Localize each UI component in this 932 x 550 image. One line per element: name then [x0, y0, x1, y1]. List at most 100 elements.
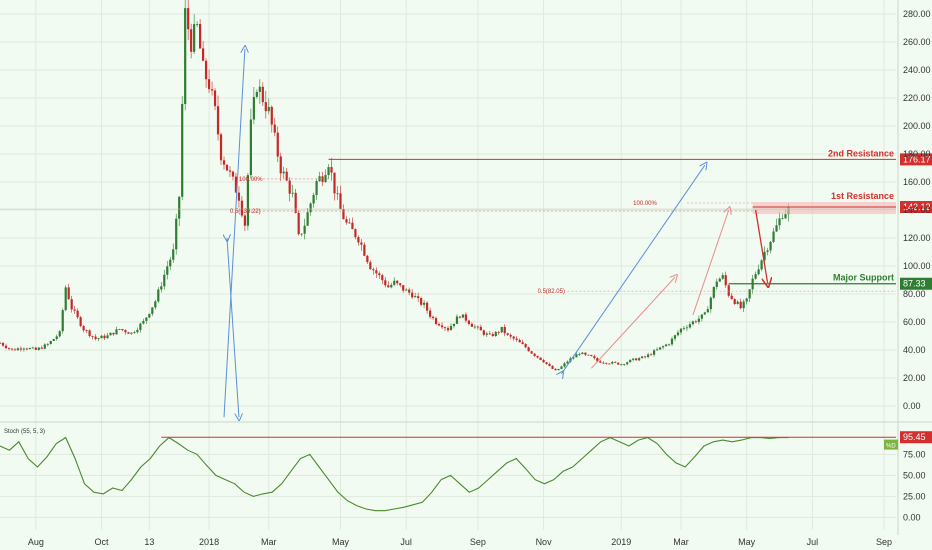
candle-body — [73, 309, 76, 311]
candle-body — [210, 89, 214, 91]
candle-body — [775, 225, 778, 232]
candle-body — [109, 332, 112, 336]
candle-body — [473, 326, 476, 328]
candle-body — [694, 321, 697, 323]
candle-body — [452, 323, 456, 327]
candle-body — [664, 344, 668, 347]
candle-body — [461, 314, 465, 318]
candle-body — [482, 330, 485, 335]
stoch-level-value: 95.45 — [903, 432, 926, 442]
candle-body — [372, 269, 375, 271]
candle-body — [357, 237, 360, 243]
candle-body — [216, 106, 220, 135]
candle-body — [166, 266, 169, 275]
price-tick-label: 260.00 — [903, 37, 931, 47]
candle-body — [10, 348, 14, 350]
candle-body — [103, 335, 106, 339]
candle-body — [455, 316, 459, 324]
candle-body — [587, 354, 590, 356]
time-tick-label: May — [332, 537, 350, 547]
price-tick-label: 80.00 — [903, 289, 926, 299]
candle-body — [285, 171, 288, 181]
candle-body — [784, 214, 787, 219]
candle-body — [748, 289, 751, 299]
stoch-badge — [884, 439, 898, 450]
candle-body — [575, 354, 578, 358]
candle-body — [31, 347, 34, 349]
candle-body — [136, 329, 139, 333]
candle-body — [584, 352, 587, 355]
candle-body — [207, 79, 211, 90]
candle-body — [536, 355, 539, 358]
candle-body — [354, 229, 357, 238]
candle-body — [781, 218, 784, 220]
candle-body — [563, 363, 566, 367]
candle-body — [423, 302, 426, 305]
candle-body — [300, 233, 303, 235]
candle-body — [1, 343, 5, 346]
candle-body — [115, 329, 118, 335]
candle-body — [267, 106, 270, 112]
candle-body — [402, 285, 405, 291]
candle-body — [172, 249, 175, 260]
candle-body — [28, 348, 31, 349]
support-badge — [900, 277, 932, 290]
candle-body — [219, 134, 223, 161]
fib-right-100-label: 100.00% — [633, 201, 657, 207]
candle-body — [644, 356, 647, 358]
candle-body — [739, 301, 742, 309]
candle-body — [151, 307, 154, 314]
candle-body — [40, 347, 43, 349]
candle-body — [581, 352, 584, 355]
candle-body — [721, 275, 724, 279]
candle-body — [545, 362, 548, 364]
candle-body — [327, 167, 330, 176]
candle-body — [527, 347, 530, 352]
candle-body — [384, 280, 387, 286]
candle-body — [312, 194, 315, 204]
candle-body — [425, 302, 429, 311]
candle-body — [228, 170, 232, 172]
candle-body — [85, 330, 88, 332]
resistance1-zone — [752, 202, 896, 215]
candle-body — [428, 310, 432, 317]
candle-body — [420, 298, 423, 305]
candle-body — [590, 355, 593, 357]
candle-body — [127, 332, 130, 334]
candle-body — [691, 321, 695, 325]
price-tick-label: 220.00 — [903, 93, 931, 103]
candle-body — [199, 23, 202, 49]
candle-body — [733, 299, 736, 304]
candle-body — [282, 171, 285, 174]
time-tick-label: Mar — [261, 537, 277, 547]
candle-body — [25, 348, 28, 350]
candle-body — [7, 348, 11, 349]
candle-body — [291, 192, 294, 194]
candle-body — [240, 200, 244, 216]
candle-body — [611, 361, 614, 364]
candle-body — [434, 318, 438, 325]
candle-body — [264, 102, 267, 112]
candle-body — [458, 316, 462, 318]
candle-body — [661, 346, 665, 348]
candle-body — [736, 301, 739, 304]
candle-body — [100, 335, 103, 339]
candle-body — [237, 192, 241, 201]
candle-body — [763, 251, 766, 261]
candle-body — [306, 212, 309, 226]
grid-layer — [0, 0, 932, 535]
candle-body — [234, 176, 238, 193]
candle-body — [652, 350, 656, 355]
candle-body — [225, 164, 229, 171]
candle-body — [178, 196, 181, 219]
resistance2-value: 176.17 — [903, 154, 931, 164]
candle-body — [730, 295, 733, 300]
candle-body — [697, 318, 700, 322]
candle-body — [315, 181, 318, 195]
fib-left-05-label: 0.5(139.22) — [230, 209, 261, 215]
time-tick-label: Sep — [470, 537, 486, 547]
candle-body — [685, 327, 689, 329]
candle-body — [769, 241, 772, 251]
candle-body — [440, 325, 444, 328]
candle-body — [399, 283, 402, 286]
